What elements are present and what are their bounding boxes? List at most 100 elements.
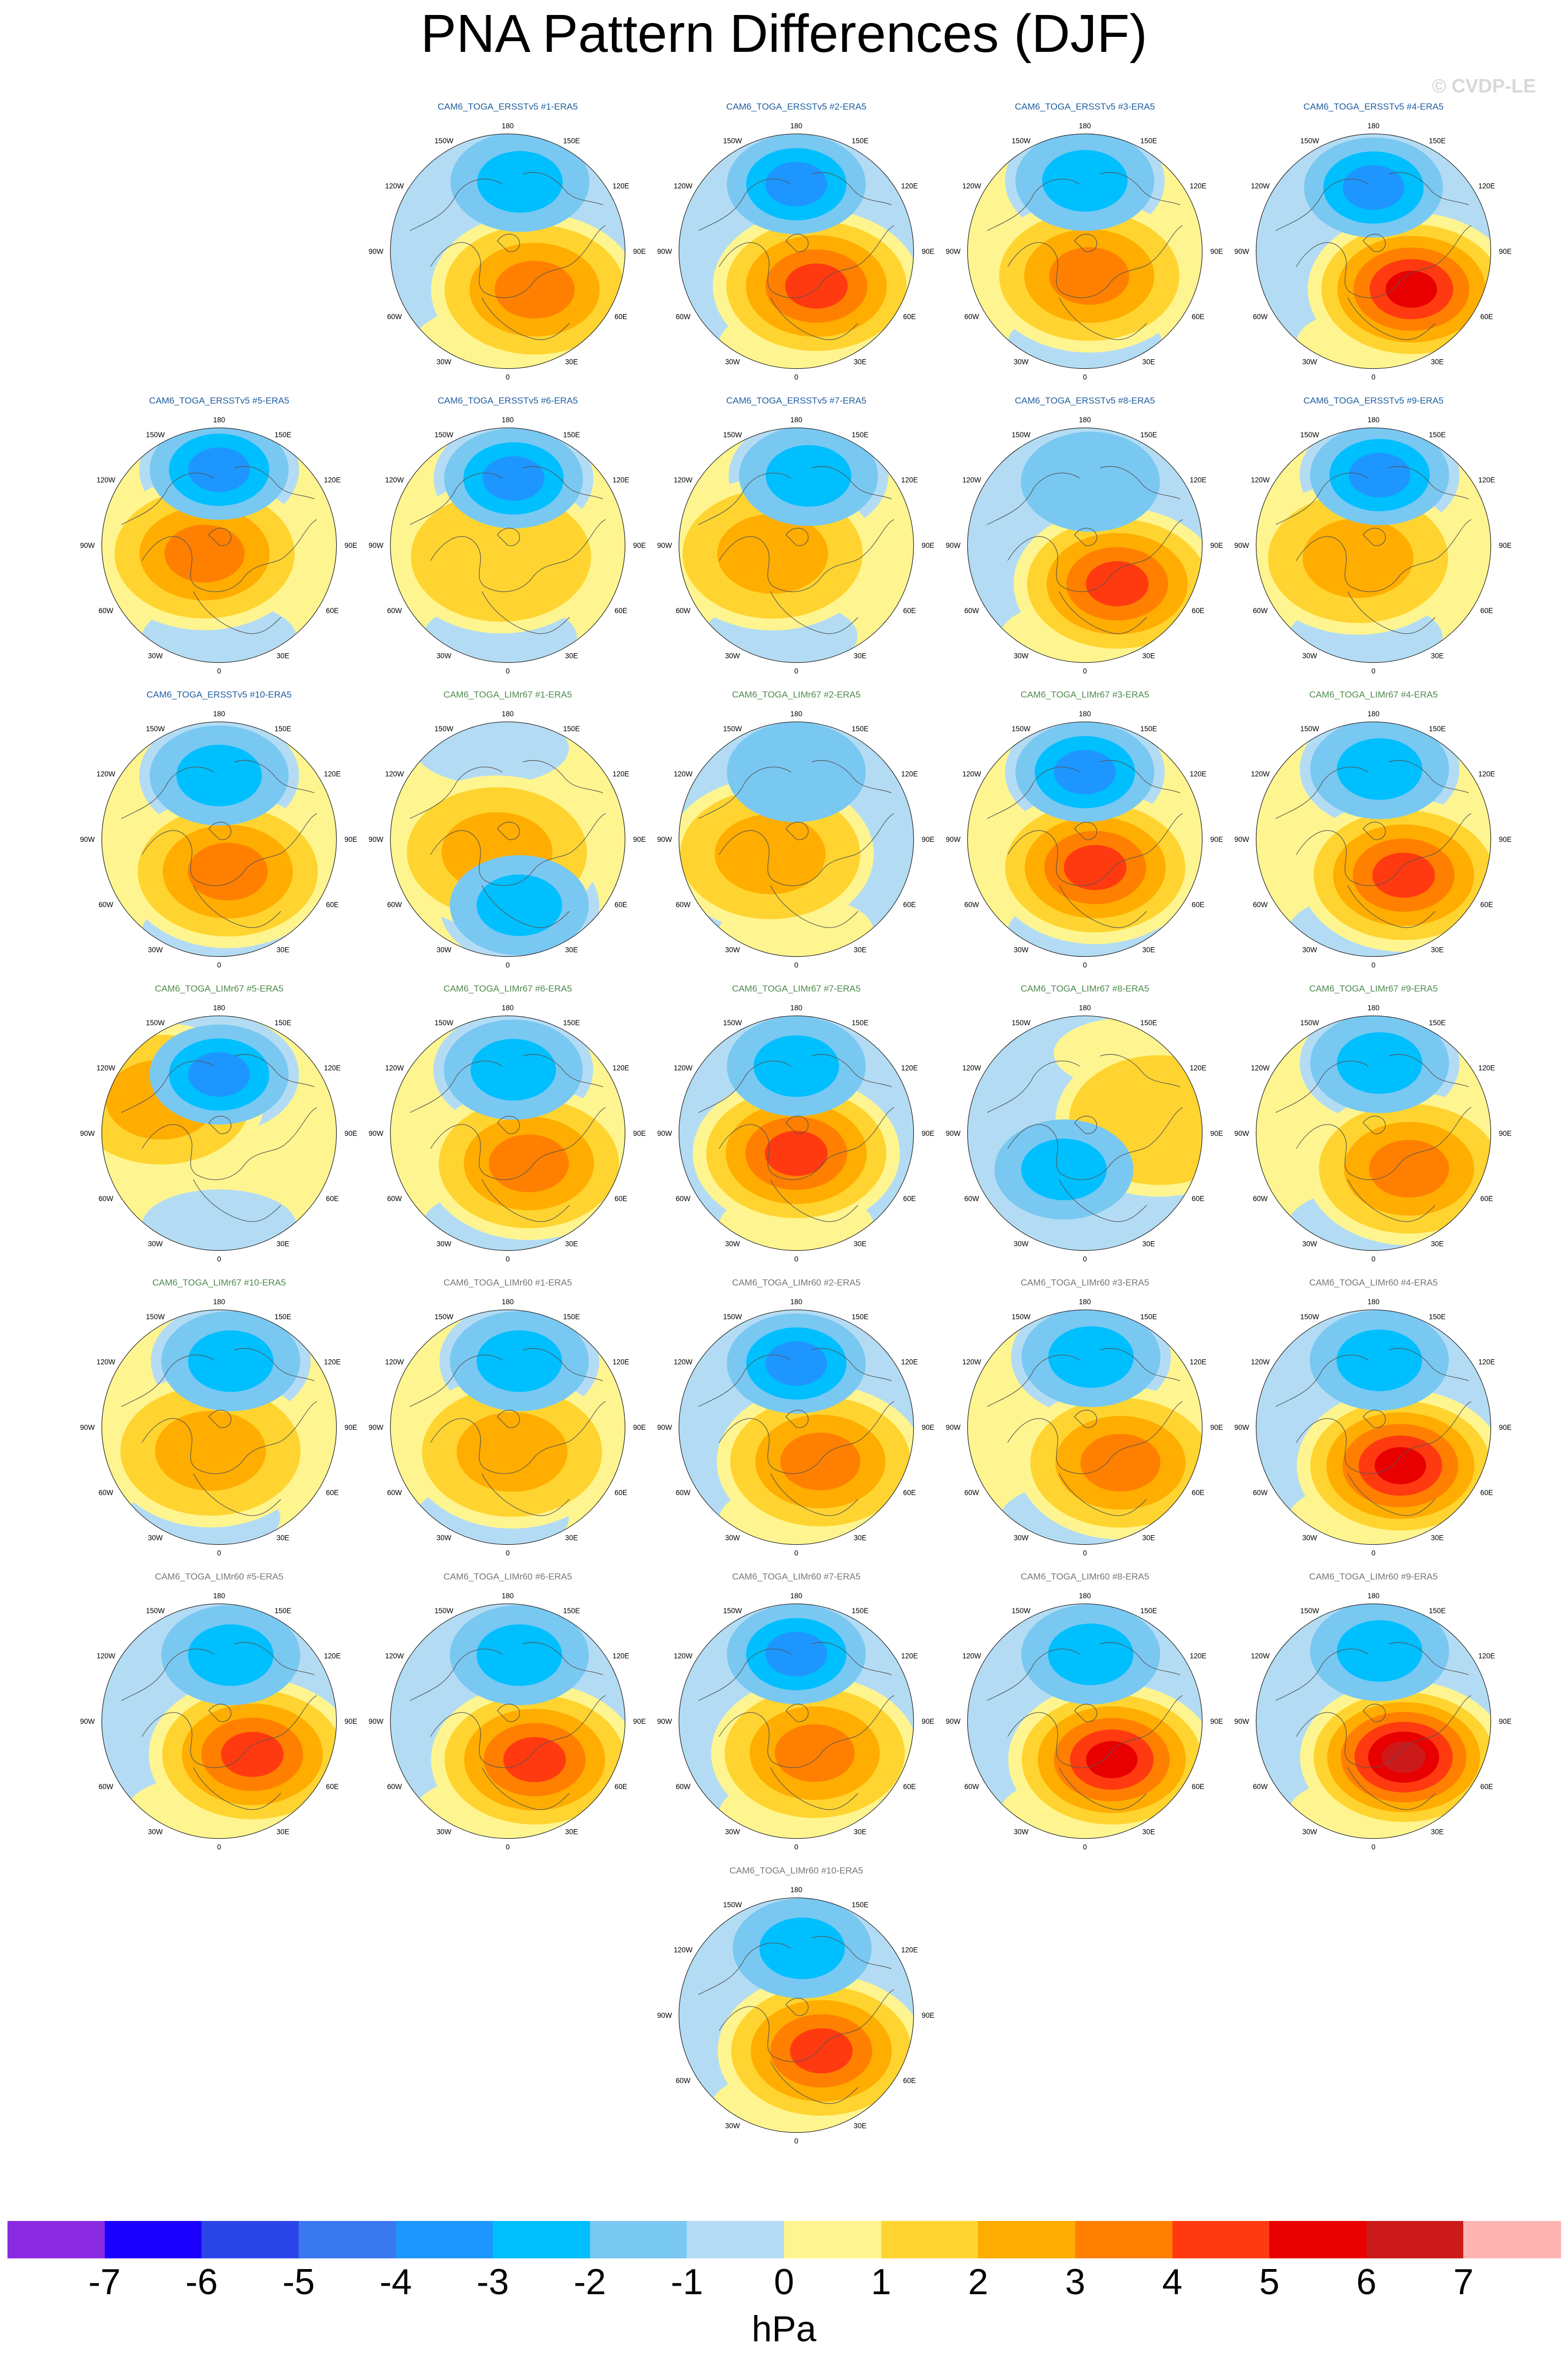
map-panel: CAM6_TOGA_LIMr67 #3-ERA5 180 150W 150E 120W 1… [941,690,1229,978]
map-panel: CAM6_TOGA_LIMr60 #8-ERA5 180 150W 150E 120W 1… [941,1572,1229,1860]
map-border [678,427,914,663]
lon-label: 120E [1190,1652,1206,1660]
low-contour [727,722,866,823]
coastline [1275,466,1472,634]
lon-label: 120W [385,1652,404,1660]
lon-label: 30E [1431,1534,1443,1542]
panel-title: CAM6_TOGA_LIMr67 #8-ERA5 [1020,984,1150,994]
colorbar-swatch [1172,2221,1270,2258]
lon-label: 90W [946,1129,961,1137]
low-contour [477,151,563,213]
lon-label: 150W [1300,725,1319,733]
lon-label: 60W [387,901,402,909]
lon-label: 90E [633,247,646,256]
lon-label: 90W [80,1423,95,1431]
high-contour [774,1724,855,1782]
map-border [1255,427,1492,663]
lon-label: 90W [946,1423,961,1431]
lon-label: 150E [563,137,580,145]
colorbar-swatch [104,2221,203,2258]
panel-title: CAM6_TOGA_LIMr60 #1-ERA5 [443,1278,572,1288]
lon-label: 90E [1210,1717,1223,1725]
lon-label: 30E [565,1828,578,1836]
low-contour [765,161,827,207]
polar-map: 180 150W 150E 120W 120E 90W 90E 60W 60E 30W 30E 0 [80,710,358,969]
polar-map: 180 150W 150E 120W 120E 90W 90E 60W 60E 30W 30E 0 [1235,1004,1512,1263]
lon-label: 30E [276,652,289,660]
map-border [678,1897,914,2133]
low-contour [1337,1620,1423,1682]
lon-label: 90W [657,835,672,843]
lon-label: 90W [80,835,95,843]
lon-label: 0 [1371,1255,1376,1263]
high-contour [503,1737,566,1783]
lon-label: 120W [674,1652,693,1660]
lon-label: 90E [1210,1423,1223,1431]
lon-label: 120W [674,770,693,778]
lon-label: 60W [676,2077,690,2085]
lon-label: 180 [502,416,514,424]
lon-label: 120E [612,1652,629,1660]
lon-label: 150W [1300,1019,1319,1027]
lon-label: 90W [369,247,384,256]
panel-title: CAM6_TOGA_LIMr67 #4-ERA5 [1309,690,1438,700]
lon-label: 60E [903,313,916,321]
lon-label: 60W [676,901,690,909]
map-panel: CAM6_TOGA_LIMr67 #1-ERA5 180 150W 150E 120W 1… [363,690,652,978]
lon-label: 90W [946,541,961,549]
lon-label: 150W [146,431,165,439]
lon-label: 180 [213,1004,225,1012]
lon-label: 90W [657,1129,672,1137]
lon-label: 60E [615,1783,627,1791]
lon-label: 0 [217,961,221,969]
panel-title: CAM6_TOGA_ERSSTv5 #6-ERA5 [437,396,578,406]
high-contour [715,814,826,894]
map-border [678,1603,914,1839]
lon-label: 150E [1429,1313,1446,1321]
lon-label: 60E [1480,607,1493,615]
map-border [1255,1015,1492,1251]
lon-label: 150W [146,1607,165,1615]
lon-label: 60W [964,1783,979,1791]
map-border [101,427,337,663]
lon-label: 30W [1014,946,1029,954]
lon-label: 30W [437,1534,452,1542]
lon-label: 0 [217,1843,221,1851]
lon-label: 120E [612,770,629,778]
lon-label: 180 [213,1592,225,1600]
lon-label: 30E [276,1828,289,1836]
high-contour [1372,853,1435,898]
lon-label: 120W [1251,770,1270,778]
polar-map: 180 150W 150E 120W 120E 90W 90E 60W 60E 30W 30E 0 [369,1004,646,1263]
map-border [101,1603,337,1839]
map-panel: CAM6_TOGA_ERSSTv5 #6-ERA5 180 150W 150E 120W… [363,396,652,684]
colorbar-swatch [493,2221,591,2258]
lon-label: 150W [1012,431,1030,439]
polar-map: 180 150W 150E 120W 120E 90W 90E 60W 60E 30W 30E 0 [80,1298,358,1557]
lon-label: 90W [369,1717,384,1725]
lon-label: 90W [1235,1129,1249,1137]
lon-label: 30E [1431,652,1443,660]
high-contour [1381,1741,1426,1773]
panel-title: CAM6_TOGA_ERSSTv5 #10-ERA5 [146,690,292,700]
high-contour [1064,845,1127,891]
lon-label: 90E [633,1717,646,1725]
lon-label: 0 [794,1549,798,1557]
lon-label: 30E [853,1534,866,1542]
low-contour [1337,1032,1423,1094]
coastline [698,172,895,340]
lon-label: 150E [1140,1313,1157,1321]
polar-map: 180 150W 150E 120W 120E 90W 90E 60W 60E 30W 30E 0 [369,122,646,381]
lon-label: 90E [633,1423,646,1431]
lon-label: 30W [148,1828,163,1836]
low-contour [188,1052,250,1097]
map-border [1255,721,1492,957]
lon-label: 150W [723,1607,742,1615]
lon-label: 120W [962,182,981,190]
coastline [409,760,606,928]
lon-label: 150W [434,1019,453,1027]
colorbar-swatch [978,2221,1076,2258]
lon-label: 60W [964,1195,979,1203]
lon-label: 90E [1499,835,1512,843]
lon-label: 60E [1480,313,1493,321]
